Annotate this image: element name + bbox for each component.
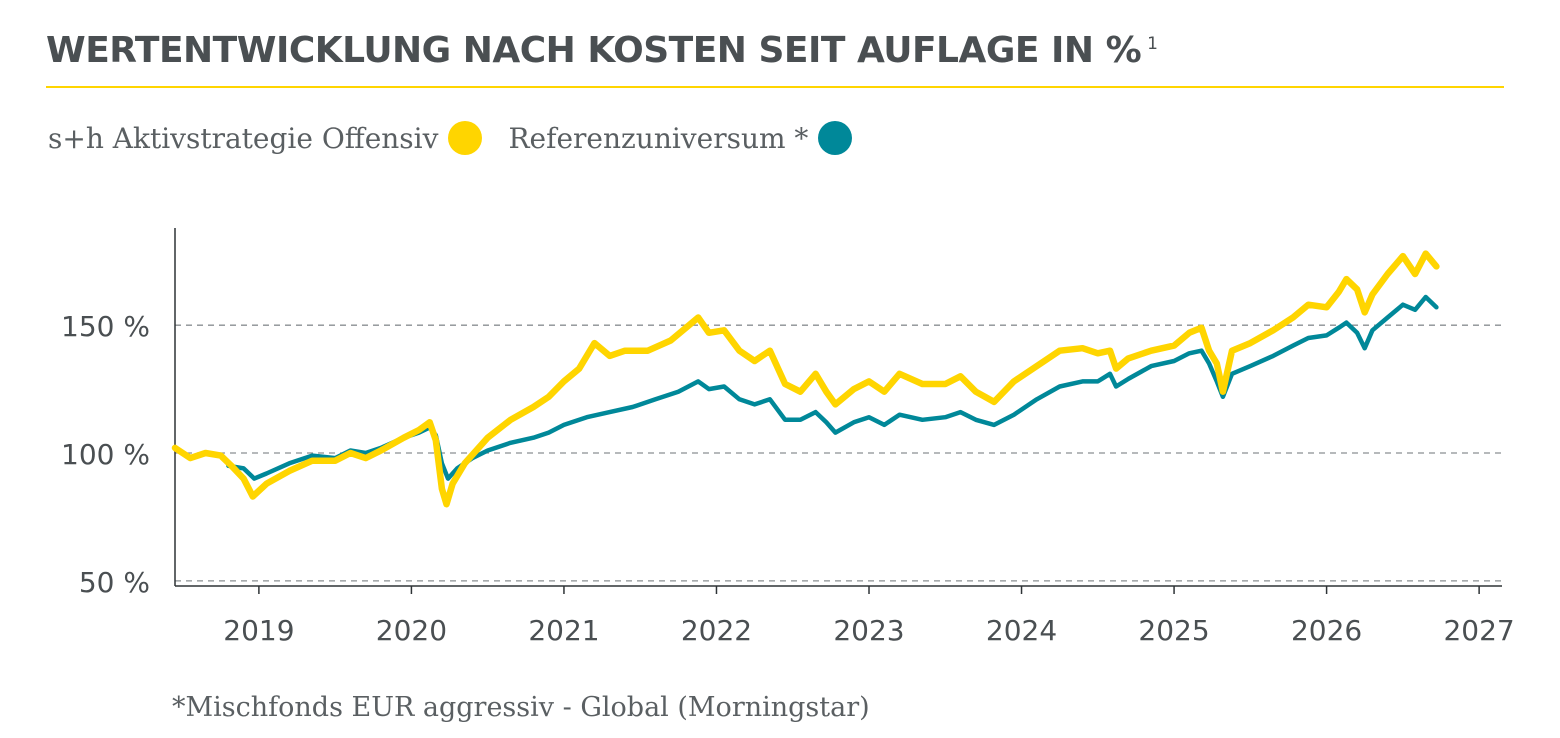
x-tick-label-2023: 2023 bbox=[833, 614, 904, 647]
x-tick-label-2025: 2025 bbox=[1138, 614, 1209, 647]
x-tick-label-2026: 2026 bbox=[1291, 614, 1362, 647]
legend-dot-yellow-icon bbox=[448, 121, 483, 155]
legend-label-fund: s+h Aktivstrategie Offensiv bbox=[48, 121, 439, 155]
title-bar: WERTENTWICKLUNG NACH KOSTEN SEIT AUFLAGE… bbox=[46, 24, 1504, 88]
footnote: *Mischfonds EUR aggressiv - Global (Morn… bbox=[172, 692, 870, 723]
legend-dot-teal-icon bbox=[818, 121, 853, 155]
chart-title: WERTENTWICKLUNG NACH KOSTEN SEIT AUFLAGE… bbox=[46, 30, 1158, 71]
x-tick-label-2022: 2022 bbox=[681, 614, 752, 647]
y-tick-label-50: 50 % bbox=[79, 566, 150, 599]
x-tick-label-2021: 2021 bbox=[528, 614, 599, 647]
x-tick-label-2020: 2020 bbox=[376, 614, 447, 647]
y-tick-label-150: 150 % bbox=[61, 310, 150, 343]
legend-item-fund: s+h Aktivstrategie Offensiv bbox=[48, 121, 483, 155]
series-line-reference bbox=[226, 294, 1439, 481]
y-tick-label-100: 100 % bbox=[61, 438, 150, 471]
x-tick-label-2024: 2024 bbox=[986, 614, 1057, 647]
title-footnote-marker: 1 bbox=[1147, 34, 1158, 54]
chart-legend: s+h Aktivstrategie Offensiv Referenzuniv… bbox=[48, 116, 878, 160]
x-tick-label-2027: 2027 bbox=[1443, 614, 1514, 647]
chart-title-text: WERTENTWICKLUNG NACH KOSTEN SEIT AUFLAGE… bbox=[46, 30, 1142, 71]
legend-item-reference: Referenzuniversum * bbox=[508, 121, 853, 155]
series-line-fund bbox=[171, 250, 1440, 508]
x-tick-label-2019: 2019 bbox=[223, 614, 294, 647]
legend-label-reference: Referenzuniversum * bbox=[508, 121, 809, 155]
